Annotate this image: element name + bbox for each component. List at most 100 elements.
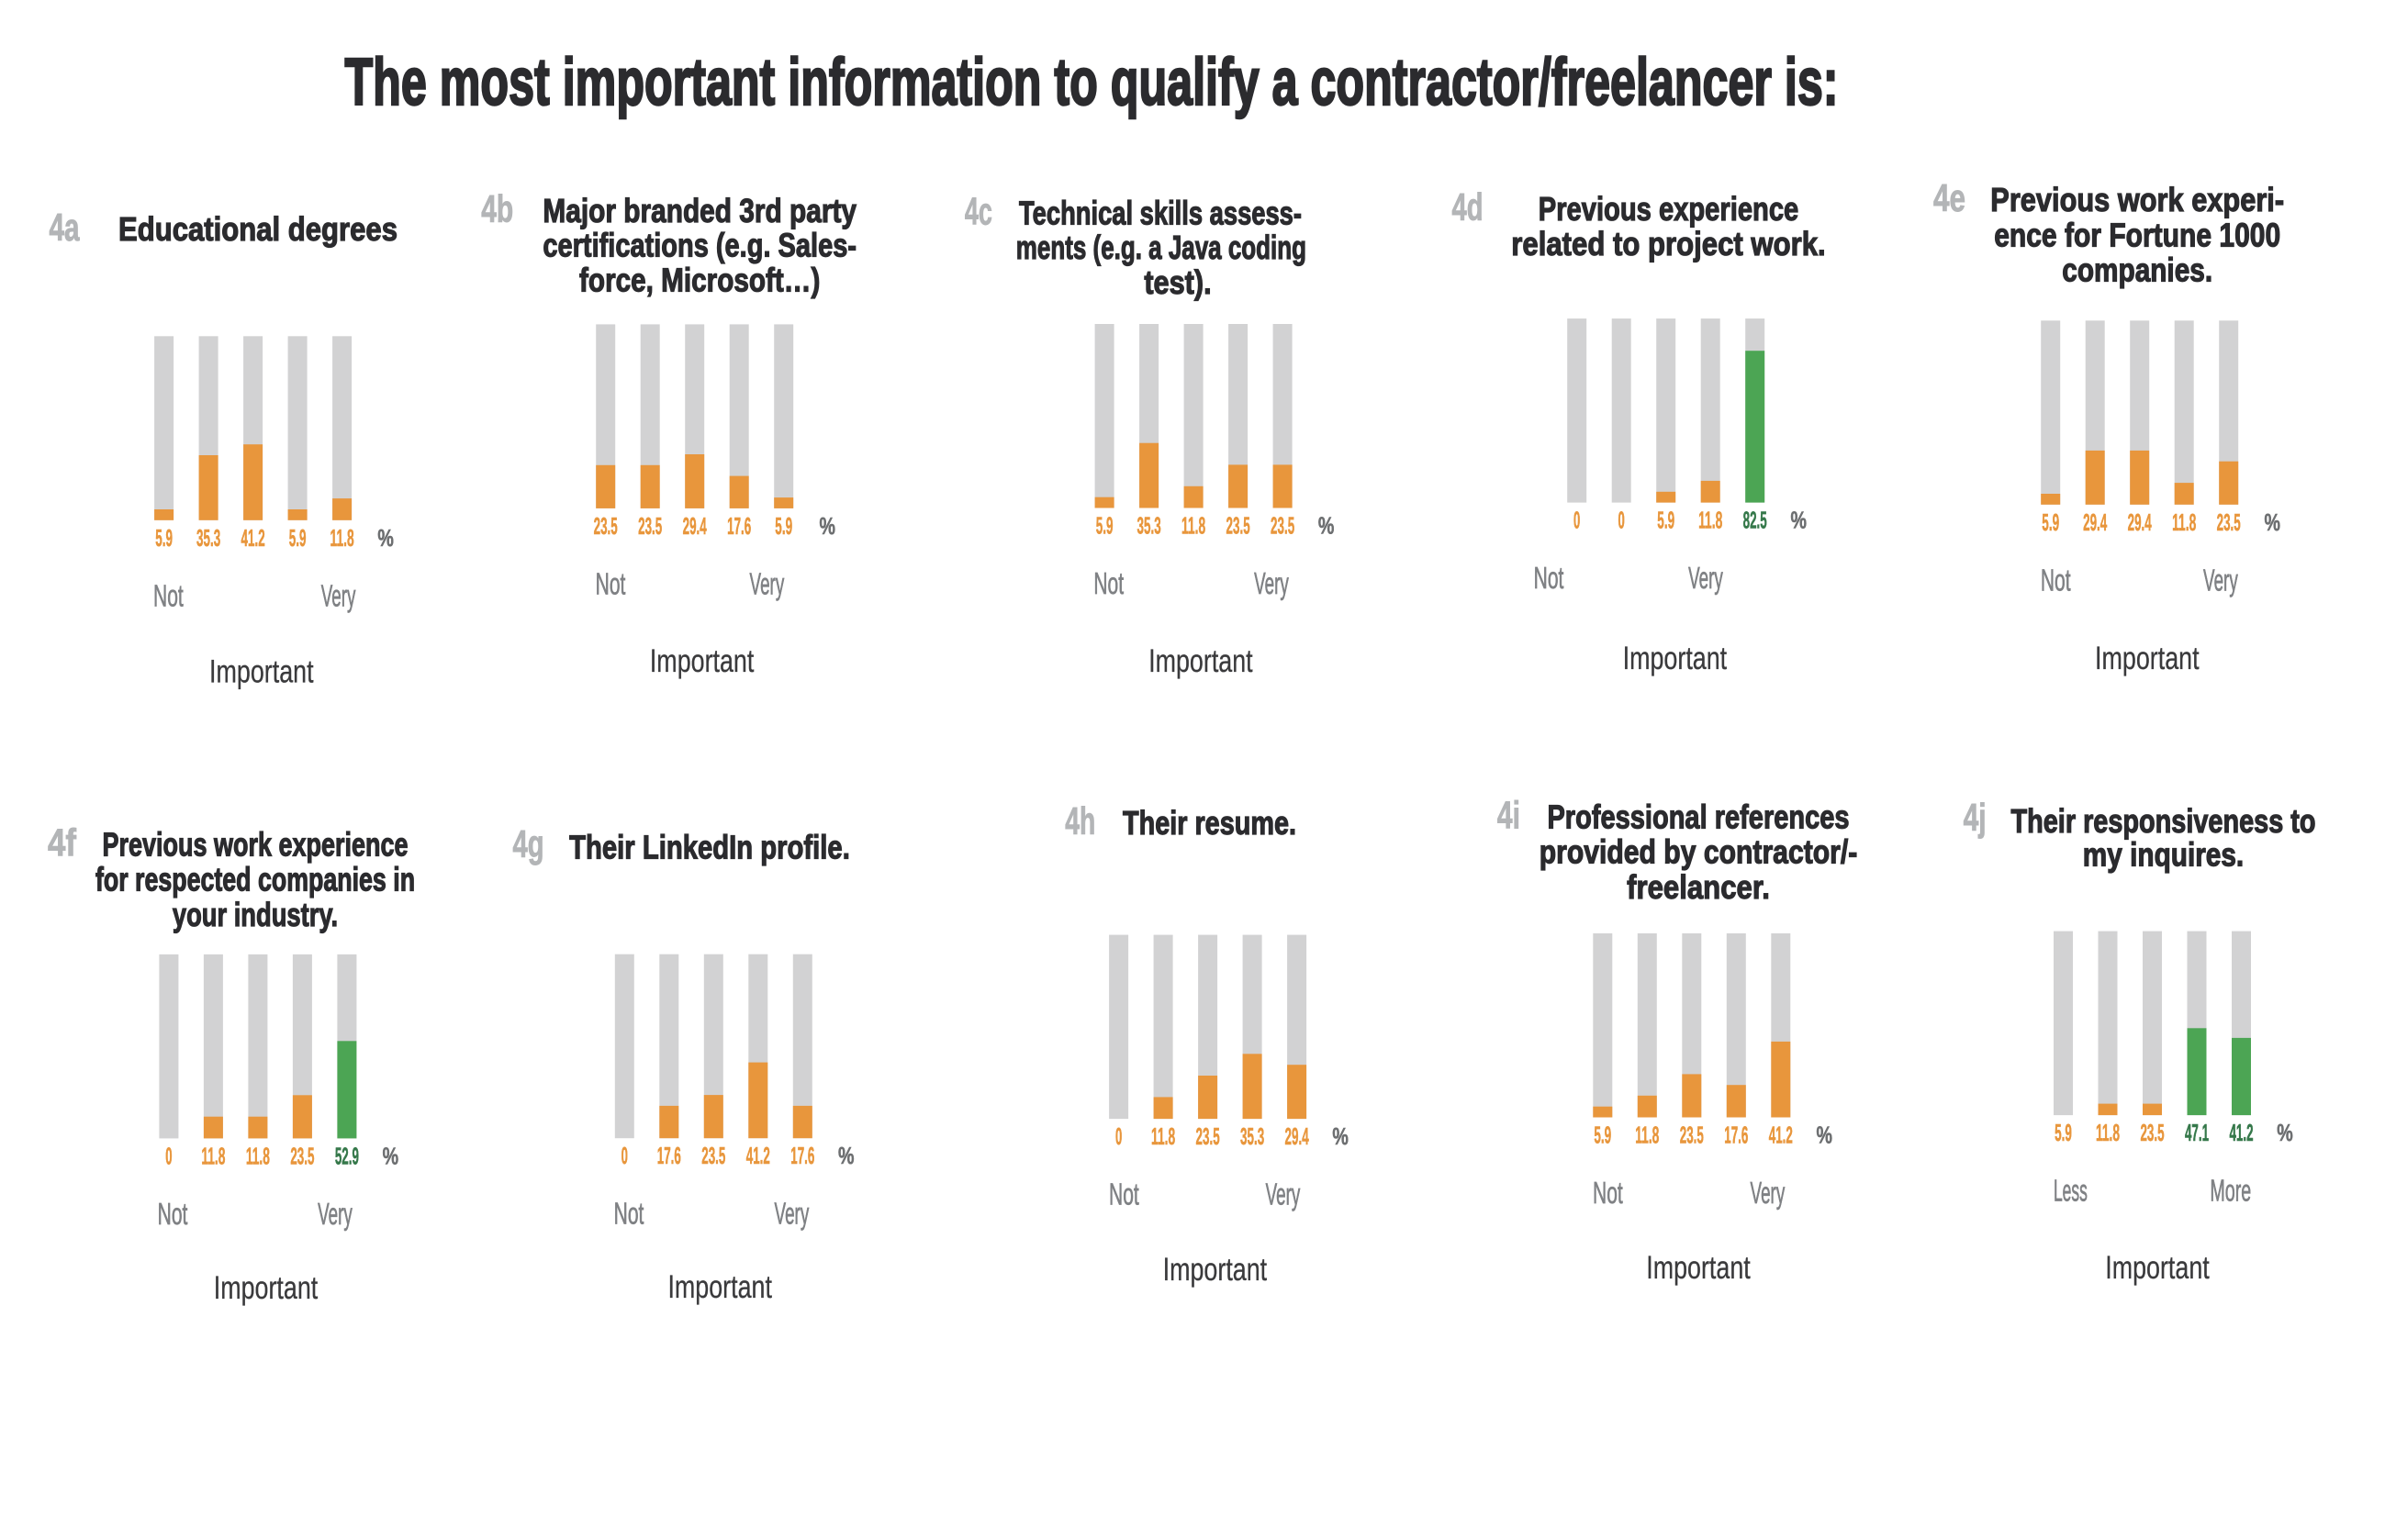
svg-text:Important: Important: [667, 1269, 772, 1305]
svg-text:Previous experience: Previous experience: [1539, 190, 1799, 228]
svg-text:Important: Important: [1148, 643, 1253, 679]
svg-text:23.5: 23.5: [1271, 512, 1294, 540]
svg-text:29.4: 29.4: [2128, 508, 2152, 536]
svg-text:The most important information: The most important information to qualif…: [345, 46, 1839, 119]
svg-text:Very: Very: [1688, 561, 1723, 595]
svg-text:29.4: 29.4: [683, 512, 707, 540]
svg-text:23.5: 23.5: [1680, 1122, 1704, 1149]
svg-text:Very: Very: [321, 578, 356, 612]
svg-text:11.8: 11.8: [2096, 1119, 2120, 1146]
svg-text:0: 0: [1115, 1122, 1122, 1150]
svg-text:11.8: 11.8: [1698, 507, 1722, 534]
svg-text:Important: Important: [2095, 641, 2200, 676]
svg-text:35.3: 35.3: [1240, 1122, 1264, 1150]
svg-text:4c: 4c: [965, 190, 992, 233]
svg-text:5.9: 5.9: [2042, 508, 2059, 536]
svg-text:4i: 4i: [1497, 794, 1520, 837]
svg-text:47.1: 47.1: [2185, 1119, 2209, 1146]
svg-text:23.5: 23.5: [1196, 1122, 1220, 1150]
svg-text:%: %: [2277, 1119, 2293, 1146]
svg-text:certifications (e.g. Sales-: certifications (e.g. Sales-: [543, 227, 857, 264]
svg-text:23.5: 23.5: [2140, 1119, 2164, 1146]
svg-text:Important: Important: [1163, 1252, 1268, 1288]
svg-text:Previous work experience: Previous work experience: [103, 825, 409, 863]
svg-text:Important: Important: [1646, 1250, 1751, 1286]
svg-text:4e: 4e: [1933, 176, 1965, 219]
svg-text:Important: Important: [1623, 641, 1728, 676]
svg-text:test).: test).: [1144, 263, 1211, 301]
svg-text:4d: 4d: [1452, 185, 1484, 229]
svg-text:35.3: 35.3: [1137, 512, 1161, 540]
svg-text:ments (e.g. a Java coding: ments (e.g. a Java coding: [1016, 229, 1306, 266]
svg-text:17.6: 17.6: [657, 1142, 681, 1169]
svg-text:Important: Important: [650, 643, 755, 679]
svg-text:5.9: 5.9: [1594, 1122, 1611, 1149]
svg-text:Not: Not: [1109, 1177, 1139, 1211]
svg-text:11.8: 11.8: [201, 1142, 225, 1169]
svg-text:Not: Not: [1593, 1176, 1623, 1210]
svg-text:82.5: 82.5: [1743, 507, 1767, 534]
svg-text:23.5: 23.5: [1226, 512, 1250, 540]
svg-text:Not: Not: [158, 1197, 188, 1231]
svg-text:4g: 4g: [513, 822, 544, 865]
svg-text:Important: Important: [2105, 1250, 2210, 1286]
svg-text:23.5: 23.5: [594, 512, 618, 540]
svg-text:23.5: 23.5: [638, 512, 662, 540]
svg-text:17.6: 17.6: [727, 512, 751, 540]
svg-text:4f: 4f: [48, 820, 77, 864]
svg-text:23.5: 23.5: [2217, 508, 2241, 536]
svg-text:Technical skills assess-: Technical skills assess-: [1019, 195, 1302, 232]
svg-text:provided by contractor/-: provided by contractor/-: [1540, 833, 1858, 871]
svg-text:Not: Not: [2041, 563, 2071, 597]
svg-text:Very: Very: [750, 566, 785, 600]
svg-text:Professional references: Professional references: [1547, 798, 1849, 836]
svg-text:Important: Important: [214, 1270, 319, 1306]
svg-text:freelancer.: freelancer.: [1627, 868, 1770, 906]
svg-text:11.8: 11.8: [246, 1142, 270, 1169]
svg-text:Not: Not: [1534, 561, 1564, 595]
svg-text:Not: Not: [596, 566, 626, 600]
svg-text:4a: 4a: [50, 206, 80, 249]
svg-text:Their LinkedIn profile.: Their LinkedIn profile.: [569, 829, 850, 866]
svg-text:%: %: [1817, 1122, 1833, 1149]
svg-text:Previous work experi-: Previous work experi-: [1990, 181, 2284, 218]
svg-text:4b: 4b: [481, 187, 513, 230]
svg-text:17.6: 17.6: [1724, 1122, 1748, 1149]
svg-text:4h: 4h: [1065, 799, 1095, 843]
svg-text:Very: Very: [1266, 1177, 1301, 1211]
svg-text:11.8: 11.8: [1181, 512, 1205, 540]
svg-text:Important: Important: [209, 654, 314, 690]
svg-text:0: 0: [621, 1142, 628, 1169]
svg-text:More: More: [2210, 1174, 2251, 1208]
svg-text:41.2: 41.2: [2229, 1119, 2253, 1146]
svg-text:%: %: [1790, 507, 1807, 534]
svg-text:52.9: 52.9: [335, 1142, 359, 1169]
svg-text:29.4: 29.4: [1285, 1122, 1309, 1150]
svg-text:ence for Fortune 1000: ence for Fortune 1000: [1994, 216, 2280, 253]
svg-text:11.8: 11.8: [1151, 1122, 1175, 1150]
svg-text:Very: Very: [775, 1197, 810, 1231]
svg-text:5.9: 5.9: [1096, 512, 1114, 540]
svg-text:Less: Less: [2054, 1174, 2088, 1208]
svg-text:11.8: 11.8: [1635, 1122, 1659, 1149]
svg-text:Very: Very: [318, 1197, 353, 1231]
svg-text:related to project work.: related to project work.: [1511, 225, 1825, 262]
svg-text:for respected companies in: for respected companies in: [95, 861, 415, 898]
svg-text:Not: Not: [153, 578, 184, 612]
svg-text:5.9: 5.9: [2055, 1119, 2072, 1146]
svg-text:29.4: 29.4: [2083, 508, 2107, 536]
svg-text:Educational degrees: Educational degrees: [118, 210, 398, 248]
svg-text:force, Microsoft…): force, Microsoft…): [579, 262, 820, 299]
svg-text:my inquires.: my inquires.: [2083, 836, 2244, 874]
svg-text:%: %: [819, 512, 835, 540]
svg-text:%: %: [1332, 1122, 1349, 1150]
svg-text:Not: Not: [614, 1197, 644, 1231]
svg-text:41.2: 41.2: [746, 1142, 770, 1169]
svg-text:%: %: [2264, 508, 2280, 536]
svg-text:41.2: 41.2: [241, 524, 265, 552]
svg-text:0: 0: [165, 1142, 172, 1169]
svg-text:5.9: 5.9: [775, 512, 792, 540]
svg-text:%: %: [838, 1142, 855, 1169]
svg-text:0: 0: [1618, 507, 1625, 534]
svg-text:17.6: 17.6: [790, 1142, 814, 1169]
